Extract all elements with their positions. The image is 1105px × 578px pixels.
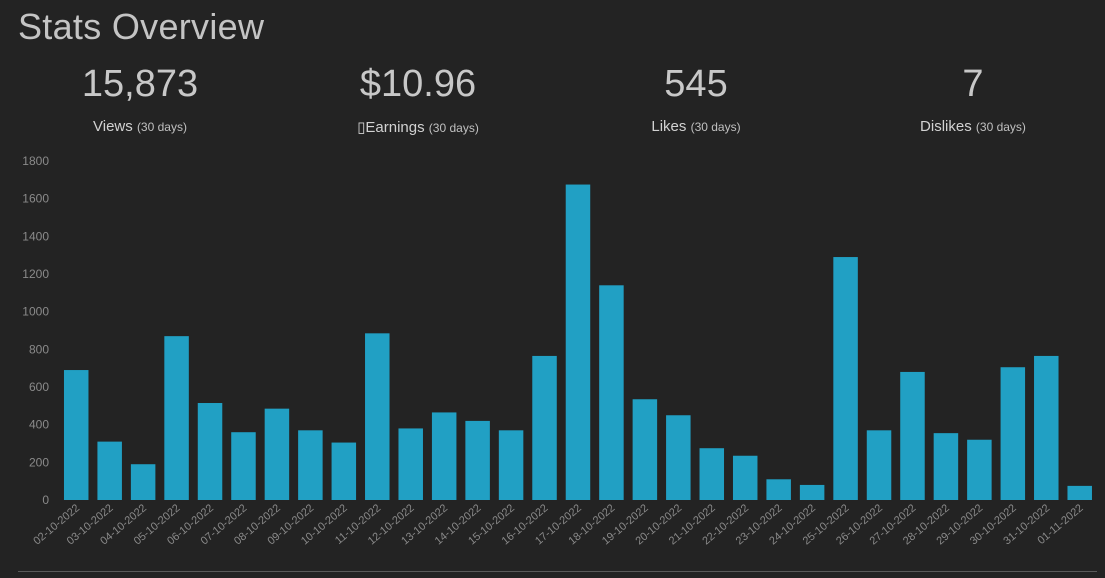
- bar: [799, 484, 825, 500]
- y-tick-label: 1800: [22, 154, 49, 168]
- bar: [331, 442, 357, 500]
- bar: [164, 336, 189, 500]
- stat-earnings-period: (30 days): [428, 121, 479, 135]
- bar: [197, 403, 223, 500]
- bar: [699, 448, 725, 500]
- bar: [130, 464, 156, 500]
- stat-likes: 545 Likes (30 days): [576, 62, 816, 135]
- bar: [1067, 485, 1092, 500]
- y-tick-label: 800: [29, 342, 49, 356]
- bar: [732, 455, 758, 500]
- bar: [63, 370, 89, 500]
- stat-dislikes-period: (30 days): [975, 120, 1026, 134]
- bar: [565, 184, 591, 500]
- stat-dislikes-value: 7: [962, 63, 984, 105]
- bar: [632, 399, 658, 500]
- bar: [1034, 355, 1059, 500]
- y-tick-label: 1600: [22, 192, 49, 206]
- y-tick-label: 0: [42, 493, 49, 507]
- bar: [766, 479, 791, 500]
- bar: [599, 285, 624, 500]
- stat-likes-value: 545: [664, 63, 728, 105]
- y-tick-label: 1400: [22, 229, 49, 243]
- stat-likes-label: Likes (30 days): [576, 118, 816, 135]
- stat-views-value: 15,873: [81, 63, 199, 105]
- bar: [431, 412, 457, 500]
- stat-earnings-value: $10.96: [359, 63, 477, 105]
- bar: [365, 333, 390, 500]
- bar: [298, 430, 323, 500]
- stat-dislikes: 7 Dislikes (30 days): [853, 62, 1093, 135]
- stat-views-period: (30 days): [136, 120, 187, 134]
- stat-likes-label-text: Likes: [651, 118, 687, 135]
- y-tick-label: 600: [29, 380, 49, 394]
- stat-dislikes-label: Dislikes (30 days): [853, 118, 1093, 135]
- stat-views-label-text: Views: [93, 118, 133, 135]
- bar: [264, 408, 290, 500]
- y-tick-label: 400: [29, 418, 49, 432]
- bar: [498, 430, 524, 500]
- bar: [97, 441, 122, 500]
- stat-dislikes-label-text: Dislikes: [920, 118, 972, 135]
- bar: [666, 415, 691, 500]
- bar: [398, 428, 423, 500]
- stat-likes-period: (30 days): [690, 120, 741, 134]
- bar: [465, 420, 490, 500]
- bar: [866, 430, 892, 500]
- y-tick-label: 200: [29, 455, 49, 469]
- bottom-divider: [18, 571, 1097, 572]
- stat-views-label: Views (30 days): [20, 118, 260, 135]
- bar: [833, 257, 858, 500]
- stat-earnings-label: ▯Earnings (30 days): [298, 118, 538, 136]
- views-bar-chart: 02004006008001000120014001600180002-10-2…: [22, 154, 1092, 547]
- bar: [532, 355, 557, 500]
- y-tick-label: 1200: [22, 267, 49, 281]
- bar: [933, 433, 959, 500]
- stat-earnings: $10.96 ▯Earnings (30 days): [298, 62, 538, 136]
- bar: [900, 371, 925, 500]
- page-title: Stats Overview: [18, 6, 265, 47]
- bar: [1000, 367, 1026, 500]
- bar: [231, 432, 256, 500]
- y-tick-label: 1000: [22, 305, 49, 319]
- bar: [967, 439, 992, 500]
- stat-earnings-label-text: ▯Earnings: [357, 119, 425, 136]
- stat-views: 15,873 Views (30 days): [20, 62, 260, 135]
